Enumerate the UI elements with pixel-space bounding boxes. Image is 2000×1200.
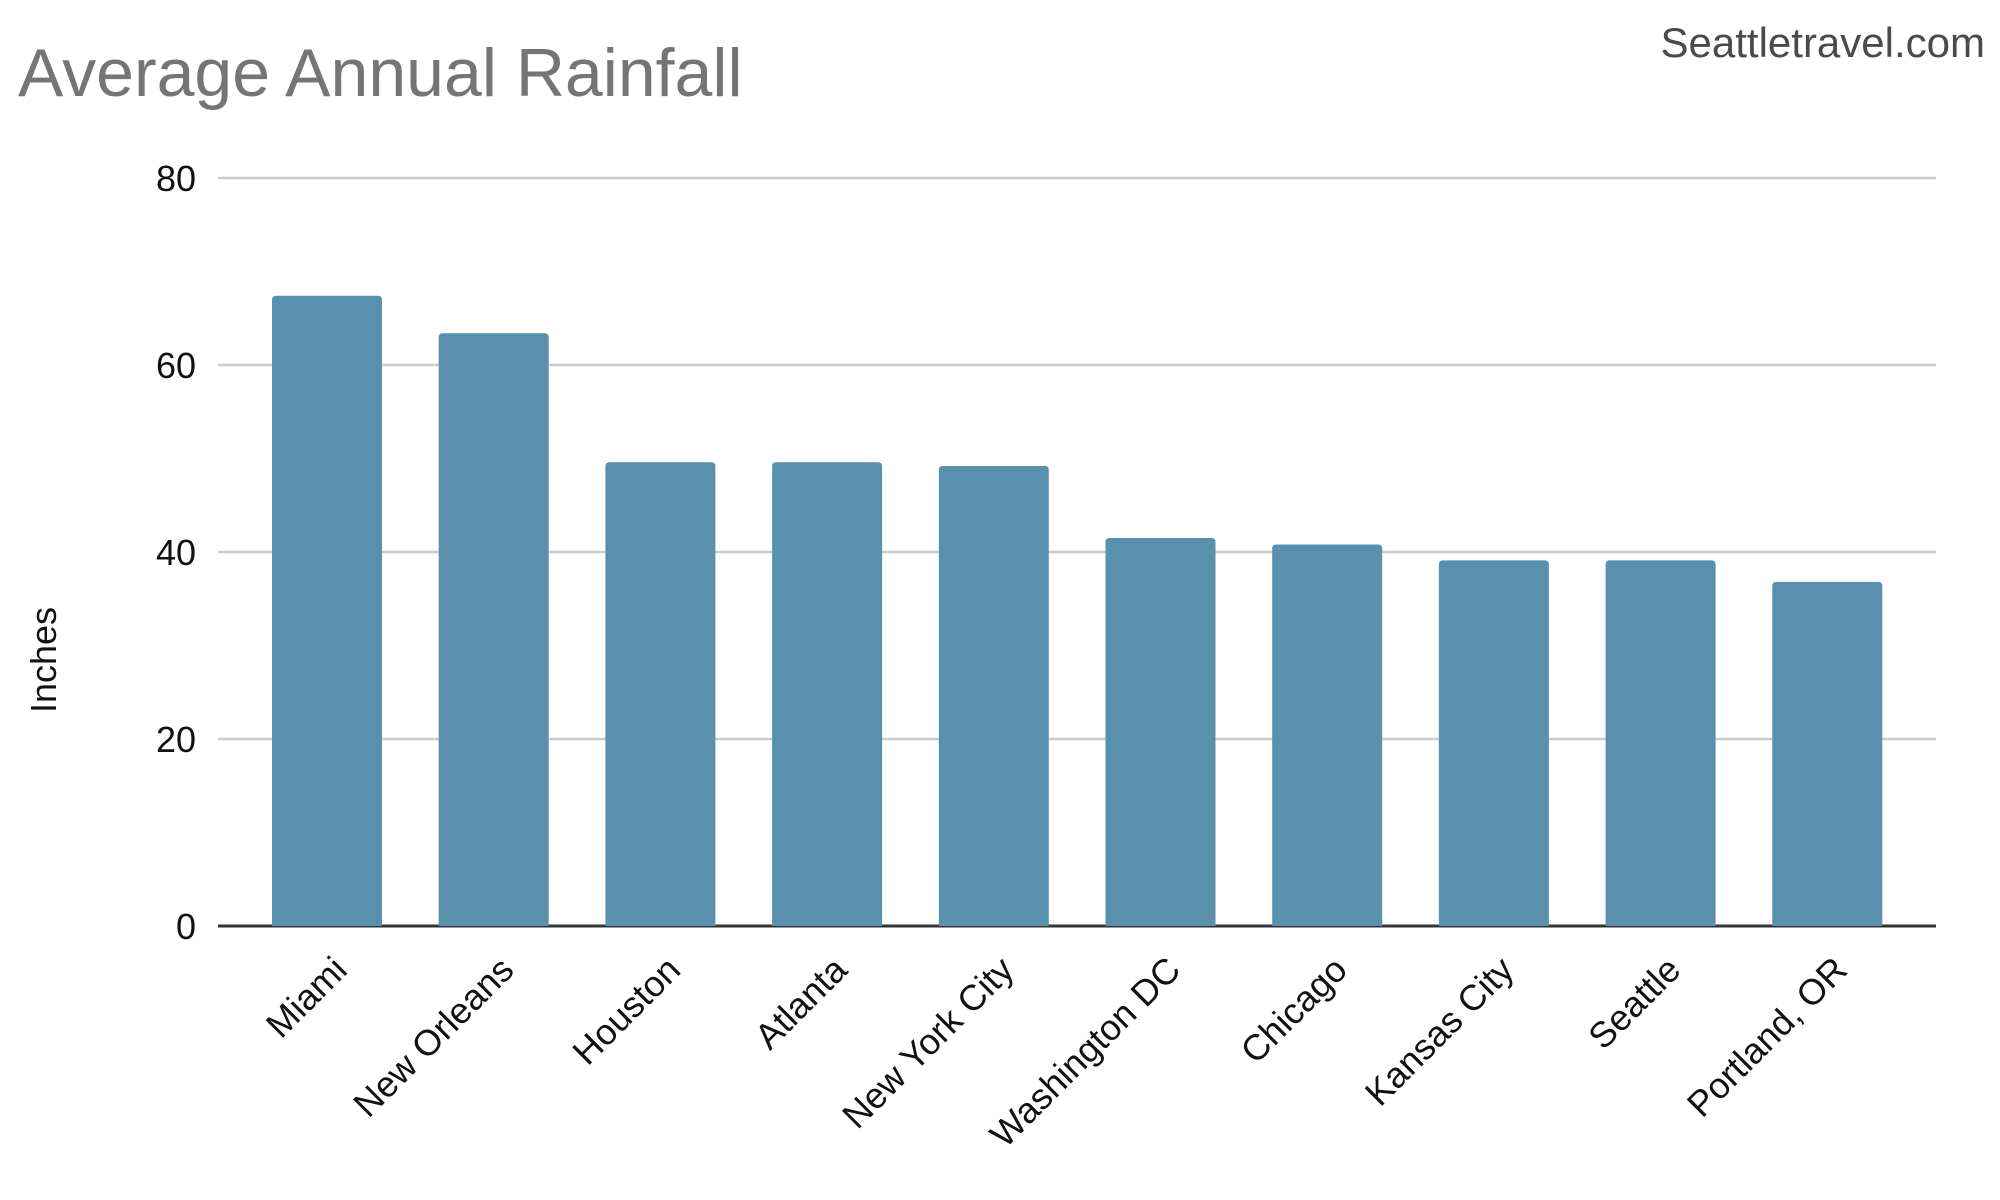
bars (272, 295, 1883, 927)
y-tick-label-0: 0 (176, 906, 196, 947)
x-tick-label-new-orleans: New Orleans (345, 949, 521, 1125)
x-tick-label-new-york-city: New York City (834, 949, 1021, 1136)
bar-new-orleans (438, 333, 549, 927)
y-tick-label-40: 40 (156, 532, 196, 573)
x-tick-label-miami: Miami (258, 949, 355, 1046)
bar-portland-or (1772, 581, 1883, 926)
bar-miami (272, 295, 382, 926)
y-tick-label-60: 60 (156, 345, 196, 386)
x-tick-label-chicago: Chicago (1232, 949, 1354, 1071)
source-label: Seattletravel.com (1661, 19, 1985, 66)
y-tick-label-20: 20 (156, 719, 196, 760)
y-axis-title: Inches (23, 607, 64, 713)
bar-seattle (1605, 560, 1716, 926)
bar-houston (605, 462, 716, 926)
bar-kansas-city (1438, 560, 1549, 926)
chart-title: Average Annual Rainfall (18, 35, 743, 111)
bar-new-york-city (938, 465, 1049, 926)
bar-atlanta (772, 462, 883, 926)
x-tick-label-atlanta: Atlanta (747, 948, 856, 1057)
x-tick-label-portland-or: Portland, OR (1679, 949, 1855, 1125)
y-tick-label-80: 80 (156, 158, 196, 199)
x-tick-label-seattle: Seattle (1580, 949, 1688, 1057)
bar-chicago (1272, 544, 1383, 926)
y-axis-ticks: 0 20 40 60 80 (156, 158, 196, 947)
x-tick-label-houston: Houston (564, 949, 688, 1073)
bar-washington-dc (1105, 537, 1216, 926)
x-tick-label-kansas-city: Kansas City (1357, 949, 1522, 1114)
